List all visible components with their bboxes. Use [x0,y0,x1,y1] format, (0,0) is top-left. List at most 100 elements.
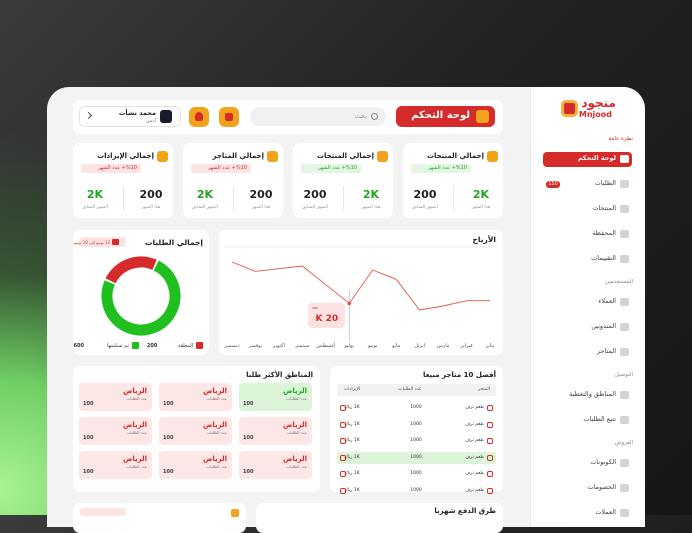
store-name: طعم ترف [465,438,484,444]
regions-title: المناطق الأكثر طلبا [246,371,313,379]
region-card[interactable] [159,451,232,479]
nav-label[interactable]: التقييمات [591,254,616,262]
stat-icon [267,151,278,162]
alerts-glyph [195,112,203,121]
region-card[interactable] [239,417,312,445]
search-box[interactable] [250,107,386,126]
store-name: طعم ترف [465,471,484,477]
orders-range-bg [80,237,126,247]
region-count: 100 [83,401,94,407]
nav-active[interactable] [543,152,632,167]
nav-label[interactable]: الطلبات [594,179,616,187]
store-revenue: 1K ريال [344,438,360,444]
user-avatar [160,110,172,123]
x-tick-label: سبتمبر [295,343,310,349]
nav-icon [620,323,629,331]
region-card[interactable] [239,451,312,479]
x-tick-label: يناير [485,343,495,349]
store-icon [487,488,493,494]
nav-label[interactable]: المنتجات [592,204,616,212]
stores-title: أفضل 10 متاجر مبيعا [422,371,496,379]
region-card[interactable] [79,451,152,479]
region-label: عدد الطلبات [206,464,227,469]
x-tick-label: مارس [436,343,450,349]
nav-label[interactable]: الكوبونات [590,458,616,466]
stat-change-bg [81,164,141,173]
x-tick-label: يونيو [367,343,378,349]
nav-label[interactable]: تتبع الطلبات [583,415,616,423]
region-city: الرياض [122,421,147,429]
revenue-icon [340,454,346,461]
table-header: عدد الطلبات [398,387,422,392]
header-title: لوحة التحكم [411,110,470,121]
region-city: الرياض [282,421,307,429]
nav-label[interactable]: المناطق والتغطية [569,390,616,398]
profit-title: الأرباح [472,235,496,244]
nav-icon [620,416,629,424]
store-name: طعم ترف [465,405,484,410]
header-title-button[interactable] [396,106,495,127]
user-name: محمد نشأت [118,109,156,117]
orders-card [73,230,209,355]
region-card[interactable] [159,383,232,411]
stat-label: هذا الشهر [471,205,491,210]
region-city: الرياض [282,387,307,395]
nav-label[interactable]: المتاجر [596,347,616,355]
stat-icon [157,151,168,162]
stat-icon [377,151,388,162]
stat-title: إجمالي المنتجات [316,152,374,160]
nav-badge [546,180,560,188]
nav-icon [620,459,629,467]
nav-label[interactable]: لوحة التحكم [577,154,616,162]
search-placeholder: بحث [354,112,367,120]
orders-range: 12 يونيو إلى 19 يونيو [73,239,110,245]
revenue-icon [340,405,346,411]
region-label: عدد الطلبات [286,430,307,435]
orders-range-icon [112,239,119,245]
region-card[interactable] [159,417,232,445]
section-title: المستخدمين [604,279,633,285]
brand-name: منجود [581,96,616,110]
section-title: نظرة عامة [608,136,633,142]
legend-value: 600 [73,343,84,349]
legend-value: 200 [146,343,158,349]
store-name: طعم ترف [465,454,484,460]
x-tick-label: أغسطس [316,343,336,349]
revenue-icon [340,488,346,494]
bottom-left-badge [80,508,126,516]
nav-icon [620,298,629,306]
stat-change: %10+ عدد الشهر [98,165,137,171]
brand-latin: Mnjood [578,110,612,119]
nav-label[interactable]: العملاء [598,297,616,305]
stat-label: الشهر السابق [82,205,108,210]
revenue-icon [340,471,346,478]
stat-change-bg [411,164,471,173]
stat-label: الشهر السابق [302,205,328,210]
nav-icon [620,348,629,356]
table-row-highlight [337,451,496,464]
region-count: 100 [243,401,254,407]
tooltip-value: 20 K [315,314,339,324]
user-box[interactable] [79,106,181,127]
nav-label[interactable]: الخصومات [587,483,616,491]
region-card[interactable] [239,383,312,411]
store-orders: 1000 [410,438,422,444]
stat-label: الشهر السابق [192,205,218,210]
x-tick-label: ديسمبر [224,343,240,349]
region-label: عدد الطلبات [286,396,307,401]
nav-label[interactable]: العملات [595,508,616,516]
region-card[interactable] [79,383,152,411]
region-city: الرياض [202,455,227,463]
region-count: 100 [163,469,174,475]
store-icon [487,471,493,478]
stat-value: 200 [413,188,437,201]
region-card[interactable] [79,417,152,445]
nav-label[interactable]: المحفظة [592,229,616,237]
nav-label[interactable]: المندوبين [591,322,616,330]
x-tick-label: ابريل [414,343,425,349]
stat-value: 2K [472,188,490,201]
stat-value: 200 [249,188,273,201]
section-title: العروض [614,440,633,446]
region-count: 100 [163,401,174,407]
